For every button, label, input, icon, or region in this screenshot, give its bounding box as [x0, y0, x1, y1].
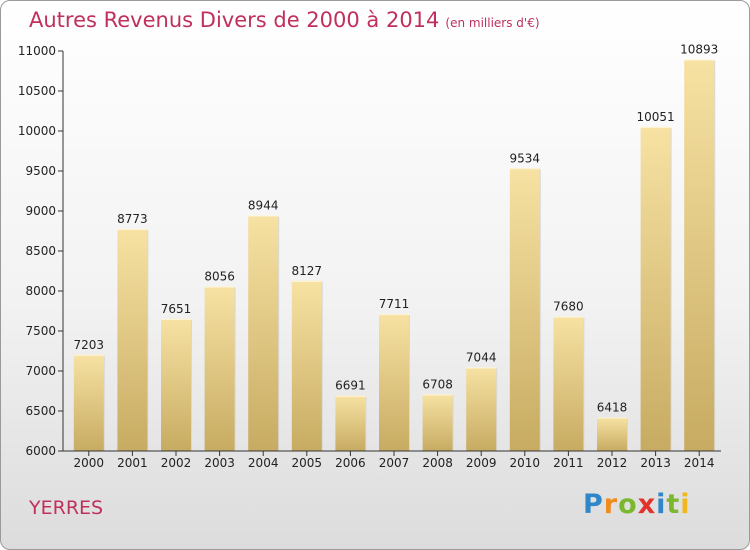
- bar: [466, 367, 497, 451]
- y-tick-label: 10000: [18, 124, 56, 138]
- logo-letter: x: [637, 489, 657, 520]
- x-tick-label: 2007: [379, 456, 410, 470]
- logo-letter: t: [666, 489, 681, 520]
- bar-value-label: 10051: [637, 110, 675, 124]
- logo-letter: i: [656, 489, 667, 520]
- bar: [248, 215, 279, 451]
- chart-title: Autres Revenus Divers de 2000 à 2014 (en …: [29, 8, 540, 32]
- y-tick-label: 11000: [18, 44, 56, 58]
- bar-value-label: 8127: [292, 264, 323, 278]
- x-tick-label: 2005: [292, 456, 323, 470]
- bar-value-label: 6418: [597, 401, 628, 415]
- bar: [379, 314, 409, 451]
- bar: [684, 59, 715, 452]
- bars-group: 7203 8773 7651 8056 8944 8127 6691 7711 6708 7044…: [73, 43, 718, 452]
- logo-letter: i: [680, 489, 691, 520]
- location-label: YERRES: [29, 497, 104, 519]
- bar: [291, 280, 322, 451]
- y-tick-label: 9500: [25, 164, 56, 178]
- y-tick-label: 6000: [25, 444, 56, 458]
- proxiti-logo: Proxiti: [583, 489, 691, 520]
- y-tick-label: 9000: [25, 204, 56, 218]
- bar-value-label: 10893: [680, 43, 718, 57]
- bar: [335, 395, 366, 451]
- y-tick-label: 7500: [25, 324, 56, 338]
- bar: [640, 126, 671, 452]
- x-tick-label: 2004: [248, 456, 279, 470]
- bar: [117, 229, 148, 451]
- x-tick-label: 2003: [204, 456, 235, 470]
- bar-value-label: 6708: [422, 377, 453, 391]
- bar-value-label: 8056: [204, 270, 235, 284]
- bar: [422, 394, 453, 451]
- y-tick-label: 6500: [25, 404, 56, 418]
- x-tick-label: 2010: [510, 456, 541, 470]
- x-tick-label: 2013: [640, 456, 671, 470]
- y-tick-label: 8500: [25, 244, 56, 258]
- bar-value-label: 8773: [117, 212, 148, 226]
- x-tick-label: 2002: [161, 456, 192, 470]
- bar: [73, 354, 104, 451]
- y-tick-label: 7000: [25, 364, 56, 378]
- x-tick-label: 2006: [335, 456, 366, 470]
- bar: [161, 318, 191, 451]
- x-tick-label: 2011: [553, 456, 584, 470]
- bar: [597, 417, 627, 451]
- x-tick-label: 2012: [597, 456, 628, 470]
- x-tick-label: 2001: [117, 456, 148, 470]
- bar-value-label: 9534: [510, 151, 541, 165]
- logo-letter: r: [603, 489, 619, 520]
- bar-value-label: 7651: [161, 302, 192, 316]
- bar: [553, 316, 584, 451]
- bar-value-label: 7044: [466, 350, 497, 364]
- x-tick-label: 2014: [684, 456, 715, 470]
- title-main: Autres Revenus Divers de 2000 à 2014: [29, 8, 440, 32]
- y-tick-label: 8000: [25, 284, 56, 298]
- title-unit: (en milliers d'€): [445, 16, 540, 30]
- x-axis: 2000 2001 2002 2003 2004 2005 2006 2007 2008 2009…: [63, 450, 721, 470]
- bar-value-label: 8944: [248, 198, 279, 212]
- x-tick-label: 2000: [74, 456, 105, 470]
- x-tick-label: 2009: [466, 456, 497, 470]
- bar-value-label: 7203: [74, 338, 105, 352]
- bar-value-label: 6691: [335, 379, 366, 393]
- logo-letter: o: [618, 489, 638, 520]
- bar-value-label: 7680: [553, 300, 584, 314]
- bar: [204, 286, 235, 451]
- x-tick-label: 2008: [422, 456, 453, 470]
- y-axis: 6000 6500 7000 7500 8000 8500 9000 9500 10000 105…: [18, 44, 64, 458]
- logo-letter: P: [583, 489, 604, 520]
- bar: [509, 168, 540, 451]
- y-tick-label: 10500: [18, 84, 56, 98]
- bar-value-label: 7711: [379, 297, 410, 311]
